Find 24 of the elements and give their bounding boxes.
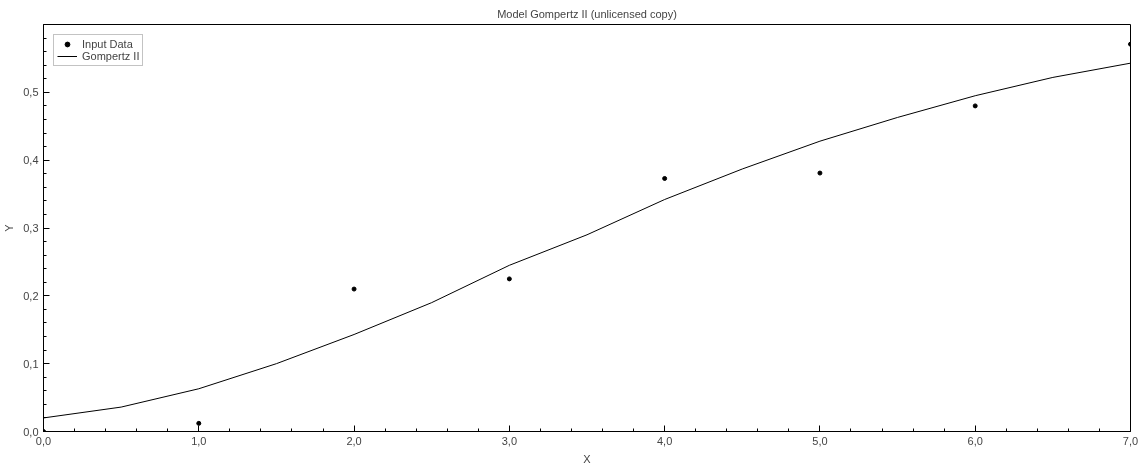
point xyxy=(817,170,823,176)
y-tick-label: 0,3 xyxy=(23,222,39,234)
legend-label: Gompertz II xyxy=(82,50,140,62)
point xyxy=(662,175,668,181)
y-tick-label: 0,2 xyxy=(23,289,39,302)
point xyxy=(972,103,978,109)
point xyxy=(351,286,357,292)
x-tick-label: 7,0 xyxy=(1122,434,1139,447)
x-tick-label: 2,0 xyxy=(346,434,362,447)
y-tick-label: 0,4 xyxy=(23,154,39,167)
point xyxy=(196,420,202,426)
x-tick-label: 3,0 xyxy=(501,434,518,447)
x-tick-label: 1,0 xyxy=(191,434,207,447)
x-tick-label: 5,0 xyxy=(812,434,828,447)
y-tick-label: 0,1 xyxy=(23,357,39,370)
legend-label: Input Data xyxy=(82,38,133,50)
x-tick-label: 6,0 xyxy=(967,434,983,447)
point xyxy=(506,276,512,282)
y-tick-label: 0,0 xyxy=(23,425,39,438)
y-axis-title: Y xyxy=(3,223,16,232)
y-tick-label: 0,5 xyxy=(23,86,39,99)
x-tick-label: 4,0 xyxy=(657,434,673,447)
chart-title: Model Gompertz II (unlicensed copy) xyxy=(497,7,677,20)
x-axis-title: X xyxy=(583,452,592,465)
